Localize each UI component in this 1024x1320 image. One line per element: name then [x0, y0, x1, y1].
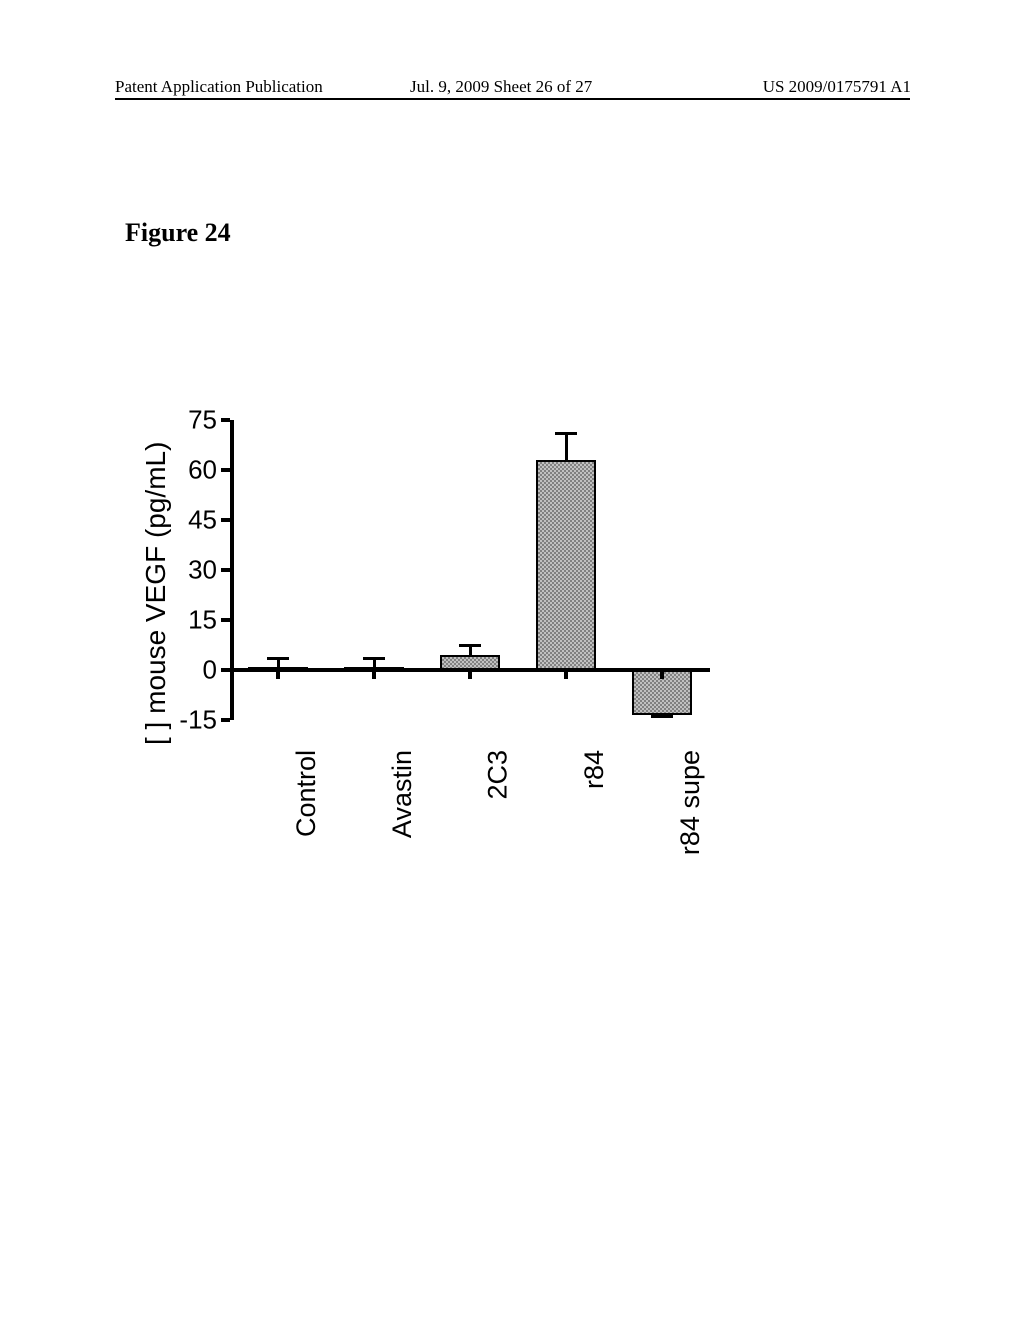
- y-tick-label: 30: [188, 555, 217, 586]
- x-axis-label: r84 supe: [675, 750, 706, 855]
- error-bar-line: [469, 645, 472, 655]
- x-axis-label: 2C3: [483, 750, 514, 800]
- error-bar-cap: [459, 644, 481, 647]
- y-tick: [221, 468, 230, 472]
- y-axis-label: [ ] mouse VEGF (pg/mL): [140, 445, 172, 745]
- header-right: US 2009/0175791 A1: [763, 77, 911, 97]
- plot-area: -1501530456075ControlAvastin2C3r84r84 su…: [230, 405, 710, 745]
- chart-container: [ ] mouse VEGF (pg/mL) -1501530456075Con…: [115, 405, 765, 955]
- y-tick: [221, 418, 230, 422]
- x-tick: [660, 670, 664, 679]
- bar: [536, 460, 596, 670]
- y-tick: [221, 718, 230, 722]
- error-bar-cap: [267, 657, 289, 660]
- y-tick-label: 45: [188, 505, 217, 536]
- y-tick: [221, 618, 230, 622]
- x-axis-label: Control: [291, 750, 322, 837]
- error-bar-cap: [651, 715, 673, 718]
- y-tick-label: -15: [179, 705, 217, 736]
- y-axis-line: [230, 420, 234, 720]
- y-tick-label: 15: [188, 605, 217, 636]
- x-axis-label: Avastin: [387, 750, 418, 838]
- bar: [440, 655, 500, 670]
- y-tick: [221, 518, 230, 522]
- y-tick-label: 0: [203, 655, 217, 686]
- error-bar-cap: [363, 657, 385, 660]
- y-tick-label: 75: [188, 405, 217, 436]
- x-tick: [468, 670, 472, 679]
- y-tick-label: 60: [188, 455, 217, 486]
- error-bar-cap: [555, 432, 577, 435]
- x-tick: [372, 670, 376, 679]
- y-tick: [221, 668, 230, 672]
- x-axis-label: r84: [579, 750, 610, 789]
- header-left: Patent Application Publication: [115, 77, 323, 97]
- x-tick: [564, 670, 568, 679]
- figure-title: Figure 24: [125, 218, 231, 248]
- x-tick: [276, 670, 280, 679]
- header-center: Jul. 9, 2009 Sheet 26 of 27: [410, 77, 592, 97]
- header-rule: [115, 98, 910, 100]
- error-bar-line: [565, 433, 568, 460]
- y-tick: [221, 568, 230, 572]
